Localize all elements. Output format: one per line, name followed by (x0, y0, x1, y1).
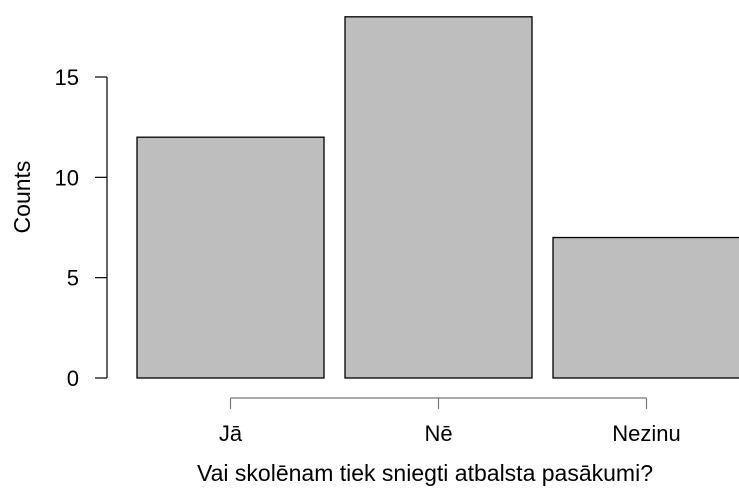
bar-1 (136, 136, 325, 379)
bars-group (136, 16, 739, 379)
x-tick-label-1: Jā (219, 421, 243, 446)
x-tick-label-2: Nē (424, 421, 452, 446)
bar-2 (344, 16, 533, 379)
bar-3 (552, 236, 739, 379)
y-tick-label-5: 5 (67, 266, 79, 291)
y-axis-title: Counts (9, 161, 35, 234)
y-tick-label-10: 10 (55, 165, 79, 190)
x-axis: Jā Nē Nezinu (219, 397, 681, 446)
x-tick-label-3: Nezinu (612, 421, 680, 446)
y-tick-label-0: 0 (67, 366, 79, 391)
x-axis-title: Vai skolēnam tiek sniegti atbalsta pasāk… (197, 460, 653, 486)
y-axis: 0 5 10 15 (55, 65, 108, 391)
y-tick-label-15: 15 (55, 65, 79, 90)
